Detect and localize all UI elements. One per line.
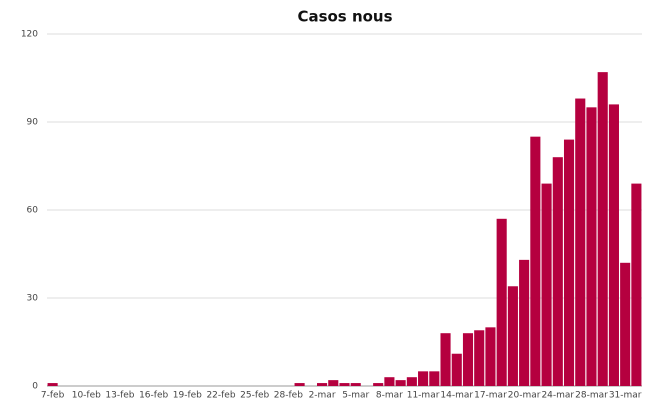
y-tick-label: 0 — [32, 382, 38, 392]
bar — [552, 157, 563, 386]
bar — [541, 183, 552, 386]
bar — [575, 98, 586, 387]
x-tick-label: 20-mar — [508, 391, 541, 401]
bar — [485, 327, 496, 386]
x-tick-label: 10-feb — [72, 391, 101, 401]
bar — [294, 383, 305, 386]
bar — [496, 218, 507, 386]
bar — [474, 330, 485, 386]
bar — [608, 104, 619, 387]
bar — [406, 377, 417, 386]
bar — [440, 333, 451, 386]
bar — [519, 259, 530, 386]
x-tick-label: 14-mar — [440, 391, 473, 401]
bar — [429, 371, 440, 386]
bar — [530, 136, 541, 386]
x-tick-label: 7-feb — [41, 391, 65, 401]
x-tick-label: 11-mar — [407, 391, 440, 401]
x-tick-label: 25-feb — [240, 391, 269, 401]
x-tick-label: 17-mar — [474, 391, 507, 401]
bar — [586, 107, 597, 386]
bar — [373, 383, 384, 386]
bar — [395, 380, 406, 386]
bar — [316, 383, 328, 386]
bar — [507, 286, 518, 386]
bar — [597, 72, 608, 386]
x-tick-label: 28-mar — [575, 391, 608, 401]
x-tick-label: 19-feb — [173, 391, 202, 401]
x-tick-label: 5-mar — [342, 391, 369, 401]
x-tick-label: 24-mar — [541, 391, 574, 401]
bar — [328, 380, 339, 386]
y-tick-label: 90 — [27, 118, 39, 128]
chart-title: Casos nous — [297, 8, 392, 26]
bar — [563, 139, 575, 386]
x-tick-label: 31-mar — [609, 391, 642, 401]
bar — [350, 383, 361, 386]
x-tick-label: 22-feb — [206, 391, 235, 401]
bar — [47, 383, 58, 386]
bar — [631, 183, 642, 386]
x-tick-label: 8-mar — [376, 391, 403, 401]
bar — [462, 333, 474, 386]
bar — [418, 371, 429, 386]
bar — [451, 353, 462, 386]
bar — [620, 262, 631, 386]
bar — [384, 377, 395, 386]
bar — [339, 383, 350, 386]
x-tick-label: 2-mar — [309, 391, 336, 401]
y-tick-label: 120 — [21, 30, 38, 40]
y-tick-label: 60 — [27, 206, 39, 216]
y-tick-label: 30 — [27, 294, 39, 304]
x-tick-label: 13-feb — [105, 391, 134, 401]
x-tick-label: 28-feb — [274, 391, 303, 401]
x-tick-label: 16-feb — [139, 391, 168, 401]
